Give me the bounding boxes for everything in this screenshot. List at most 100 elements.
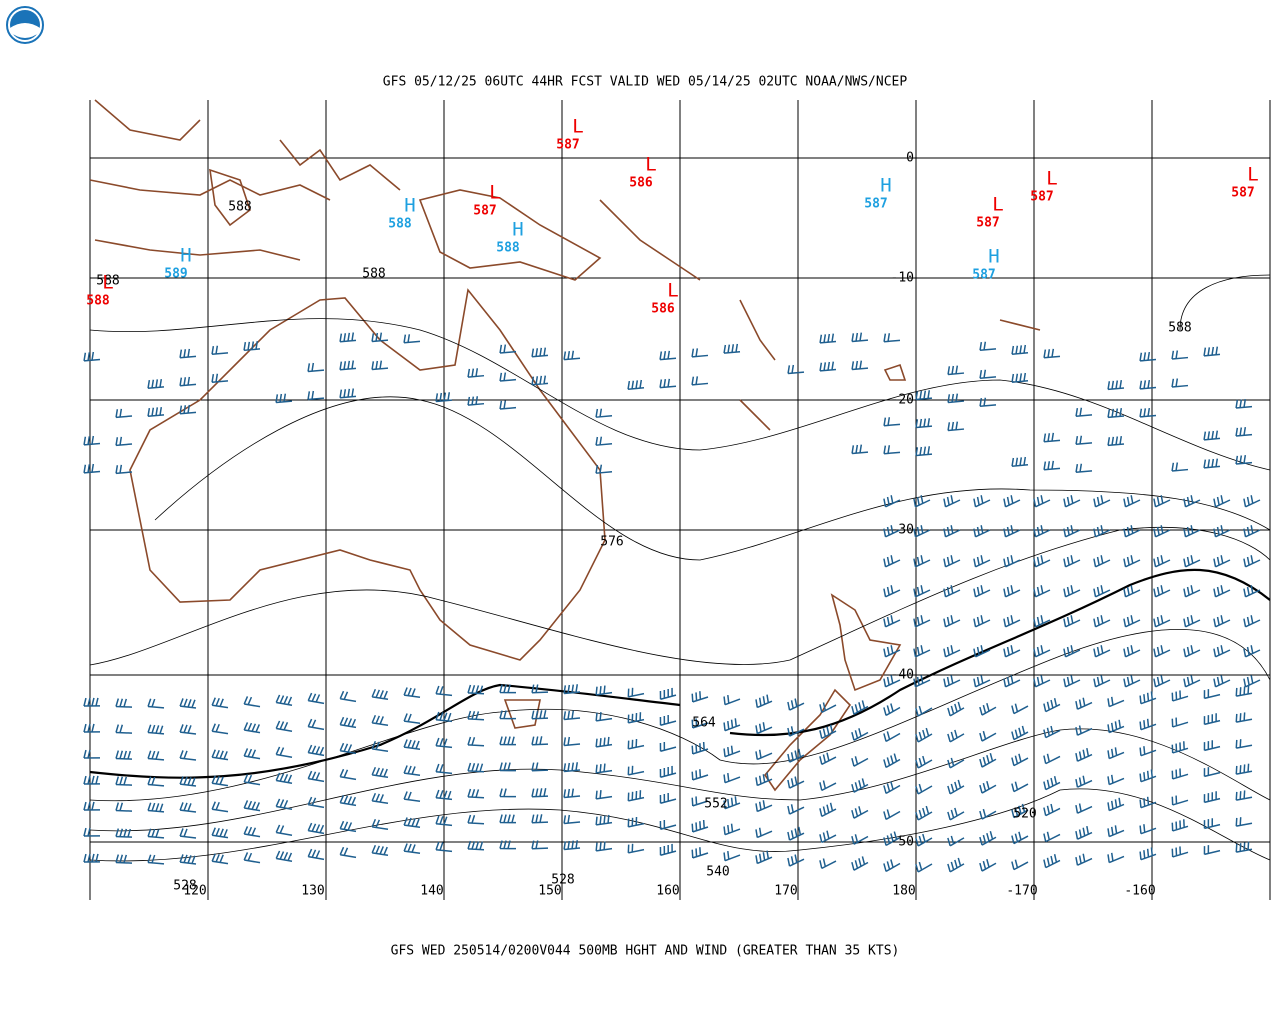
barb-shape [851, 332, 869, 343]
wind-barb [403, 687, 421, 698]
wind-barb [563, 762, 581, 773]
wind-barb [691, 376, 709, 386]
barb-shape [851, 756, 869, 767]
barb-shape [1171, 717, 1189, 728]
wind-barb [913, 615, 931, 628]
wind-barb [595, 464, 613, 474]
barb-shape [1183, 525, 1201, 538]
wind-barb [913, 585, 931, 598]
wind-barb [211, 345, 229, 356]
wind-barb [531, 736, 549, 746]
wind-barb [1033, 585, 1051, 598]
center-letter: L [992, 194, 1003, 216]
barb-shape [1123, 555, 1141, 568]
wind-barb [979, 831, 997, 846]
wind-barb [1107, 380, 1125, 391]
center-value: 587 [972, 268, 995, 283]
wind-barb [1139, 824, 1157, 835]
barb-shape [275, 746, 293, 758]
wind-barb [531, 788, 549, 798]
barb-shape [755, 694, 773, 709]
barb-shape [755, 749, 773, 761]
barb-shape [275, 772, 293, 784]
barb-shape [1139, 718, 1157, 731]
barb-shape [1171, 741, 1189, 754]
barb-shape [1043, 725, 1061, 739]
barb-shape [147, 828, 165, 839]
wind-barb [1093, 645, 1111, 658]
barb-shape [787, 748, 805, 763]
barb-shape [1075, 747, 1093, 762]
barb-shape [243, 341, 261, 352]
barb-shape [1107, 747, 1125, 760]
wind-barb [243, 826, 261, 838]
wind-barb [1107, 408, 1125, 419]
barb-shape [1203, 818, 1221, 830]
center-value: 588 [86, 294, 110, 309]
barb-shape [1213, 585, 1231, 598]
wind-barb [1171, 350, 1189, 360]
wind-barb [115, 828, 133, 838]
center-letter: H [180, 245, 191, 267]
barb-shape [819, 333, 837, 344]
wind-barb [243, 800, 261, 812]
wind-barb [1183, 585, 1201, 598]
wind-barb [627, 765, 645, 776]
barb-shape [211, 853, 229, 865]
barb-shape [339, 794, 357, 807]
wind-barb [115, 698, 133, 708]
wind-barb [1171, 795, 1189, 806]
barb-shape [659, 378, 677, 389]
barb-shape [755, 827, 773, 839]
barb-shape [147, 854, 165, 865]
wind-barb [755, 800, 773, 813]
wind-barb [403, 791, 421, 802]
barb-shape [1011, 344, 1029, 355]
barb-shape [1033, 495, 1051, 508]
wind-barb [467, 788, 485, 799]
barb-shape [211, 723, 229, 735]
barb-shape [943, 495, 961, 508]
barb-shape [1033, 555, 1051, 568]
barb-shape [435, 789, 453, 801]
wind-barb [1043, 831, 1061, 843]
wind-barb [851, 834, 869, 845]
barb-shape [243, 722, 261, 734]
barb-shape [1003, 645, 1021, 658]
contour-label: 588 [96, 274, 119, 289]
wind-barb [979, 808, 997, 820]
barb-shape [1033, 525, 1051, 538]
wind-barb [947, 421, 965, 432]
barb-shape [1107, 825, 1125, 838]
wind-barb [819, 780, 837, 792]
lat-label: -30 [891, 523, 914, 538]
barb-shape [467, 788, 485, 799]
wind-barb [83, 775, 101, 785]
barb-shape [1243, 495, 1261, 508]
barb-shape [883, 781, 901, 795]
wind-barb [83, 853, 101, 863]
wind-barb [851, 806, 869, 819]
wind-barb [1153, 675, 1171, 688]
barb-shape [915, 783, 933, 795]
wind-barb [943, 675, 961, 688]
barb-shape [147, 776, 165, 787]
wind-barb [243, 748, 261, 760]
barb-shape [1043, 348, 1061, 359]
wind-barb [1003, 585, 1021, 598]
barb-shape [211, 827, 229, 839]
barb-shape [563, 350, 581, 361]
wind-barb [947, 779, 965, 795]
barb-shape [147, 378, 165, 390]
wind-barb [1183, 645, 1201, 658]
barb-shape [307, 390, 325, 401]
barb-shape [913, 525, 931, 538]
wind-barb [1063, 645, 1081, 658]
wind-barb [435, 685, 453, 697]
wind-barb [883, 703, 901, 717]
wind-barb [531, 762, 549, 772]
barb-shape [627, 790, 645, 802]
barb-shape [339, 332, 357, 343]
wind-barb [1075, 825, 1093, 840]
